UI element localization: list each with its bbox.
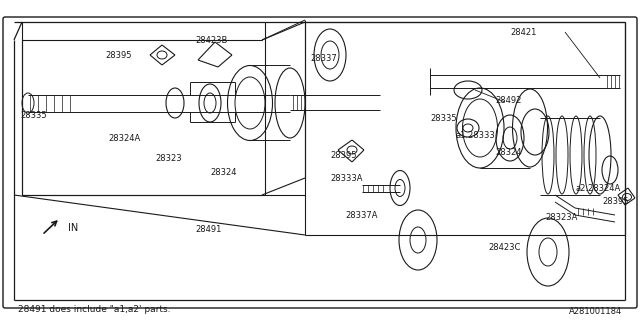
Text: 28323: 28323 [155,154,182,163]
Text: 28324A: 28324A [108,133,140,142]
Text: 28421: 28421 [510,28,536,36]
Text: a2.28324A: a2.28324A [575,183,620,193]
Text: 28491 does include "a1,a2' parts.: 28491 does include "a1,a2' parts. [18,306,170,315]
Text: 28335: 28335 [20,110,47,119]
Text: 28337: 28337 [310,53,337,62]
Text: 28335: 28335 [430,114,456,123]
Text: 28423C: 28423C [488,244,520,252]
Text: 28323A: 28323A [545,213,577,222]
Text: a1.28333: a1.28333 [455,131,495,140]
Text: 28423B: 28423B [195,36,227,44]
Text: 28324: 28324 [210,167,237,177]
Text: A281001184: A281001184 [569,308,622,316]
Text: 28395: 28395 [602,197,628,206]
Text: IN: IN [68,223,78,233]
Text: 28395: 28395 [105,51,131,60]
Text: 28492: 28492 [495,95,522,105]
Text: 28337A: 28337A [345,211,378,220]
Text: 28324: 28324 [495,148,522,156]
Text: 28333A: 28333A [330,173,362,182]
Text: 28395: 28395 [330,150,356,159]
Text: 28491: 28491 [195,226,221,235]
